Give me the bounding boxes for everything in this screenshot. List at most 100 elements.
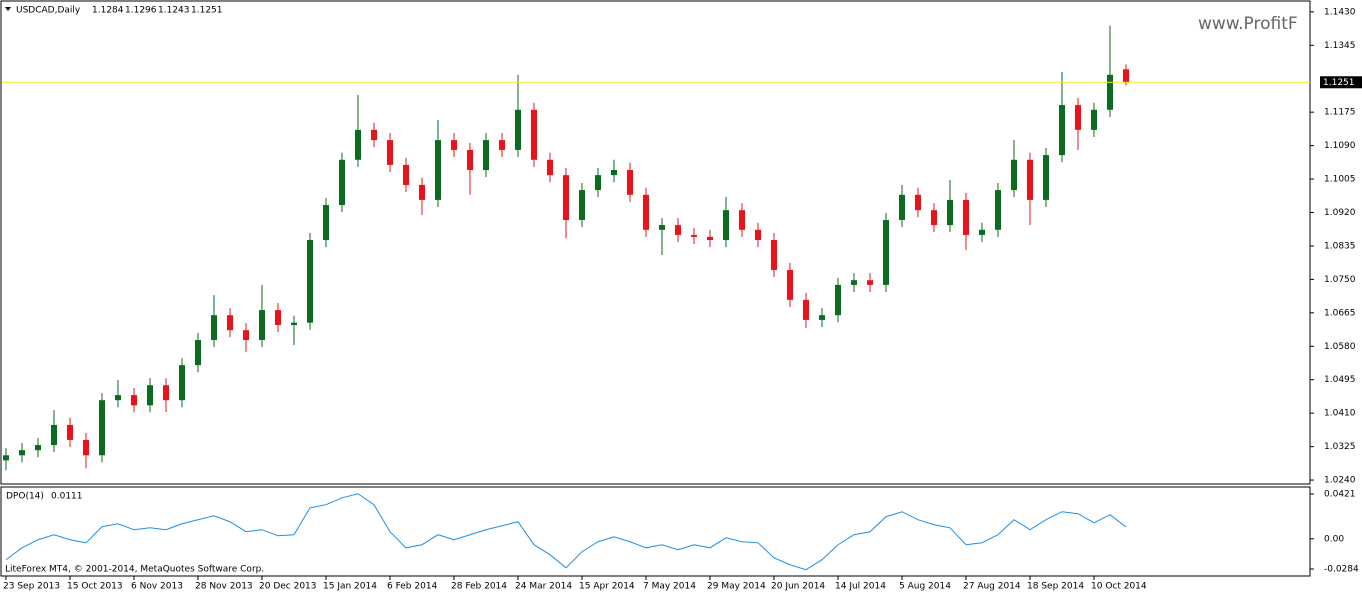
price-pane <box>0 0 1311 485</box>
candle-body <box>515 109 521 150</box>
candle-body <box>243 330 249 340</box>
y-tick-label: 0.0421 <box>1324 489 1356 499</box>
ohlc-close: 1.1251 <box>191 6 223 16</box>
y-tick-label: 1.0920 <box>1324 208 1356 218</box>
x-tick-label: 5 Aug 2014 <box>899 582 951 592</box>
candle-body <box>323 205 329 241</box>
y-tick-label: -0.0284 <box>1324 564 1359 574</box>
candle-body <box>1027 159 1033 200</box>
symbol-title: USDCAD,Daily <box>16 6 81 16</box>
candle-body <box>915 194 921 211</box>
candle-body <box>131 395 137 406</box>
x-tick-label: 20 Jun 2014 <box>771 582 825 592</box>
x-tick-label: 15 Jan 2014 <box>323 582 377 592</box>
x-tick-label: 7 May 2014 <box>643 582 696 592</box>
x-tick-label: 20 Dec 2013 <box>259 582 317 592</box>
candle-body <box>659 225 665 230</box>
candle-body <box>195 339 201 366</box>
candle-body <box>291 322 297 326</box>
candle-body <box>403 164 409 185</box>
y-tick-label: 1.1005 <box>1324 175 1356 185</box>
candle-body <box>563 175 569 220</box>
candle-body <box>467 149 473 171</box>
candle-body <box>627 170 633 195</box>
x-tick-label: 28 Feb 2014 <box>451 582 507 592</box>
dpo-line <box>5 493 1127 571</box>
candle-body <box>707 236 713 241</box>
y-tick-label: 0.00 <box>1324 534 1344 544</box>
candle-body <box>835 284 841 316</box>
candle-body <box>531 109 537 160</box>
candle-body <box>259 310 265 340</box>
candle-body <box>355 129 361 160</box>
y-tick-label: 1.0750 <box>1324 275 1356 285</box>
candle-body <box>1107 74 1113 110</box>
candle-body <box>19 450 25 456</box>
candle-body <box>675 225 681 235</box>
x-tick-label: 23 Sep 2013 <box>3 582 60 592</box>
candle-body <box>147 385 153 406</box>
candle-body <box>115 395 121 401</box>
candle-body <box>211 315 217 340</box>
pane-arrow <box>5 7 11 11</box>
candle-body <box>547 159 553 176</box>
y-tick-label: 1.0835 <box>1324 241 1356 251</box>
x-tick-label: 10 Oct 2014 <box>1091 582 1147 592</box>
candle-body <box>1059 105 1065 156</box>
y-tick-label: 1.0665 <box>1324 308 1356 318</box>
candle-body <box>595 175 601 191</box>
y-tick-label: 1.1345 <box>1324 41 1356 51</box>
candle-body <box>899 194 905 220</box>
x-tick-label: 28 Nov 2013 <box>195 582 253 592</box>
candle-body <box>371 129 377 141</box>
candle-body <box>723 210 729 241</box>
candle-body <box>979 229 985 235</box>
candle-body <box>339 159 345 206</box>
candle-body <box>787 269 793 300</box>
candle-body <box>819 315 825 320</box>
candle-body <box>1075 105 1081 130</box>
candle-body <box>451 140 457 150</box>
candle-body <box>51 424 57 446</box>
watermark: www.ProfitF <box>1198 14 1298 34</box>
x-tick-label: 15 Apr 2014 <box>579 582 635 592</box>
candle-body <box>803 299 809 320</box>
candle-body <box>579 190 585 220</box>
candle-body <box>611 170 617 176</box>
candle-body <box>867 280 873 285</box>
y-tick-label: 1.1090 <box>1324 141 1356 151</box>
y-tick-label: 1.1430 <box>1324 7 1356 17</box>
ohlc-high: 1.1296 <box>125 6 157 16</box>
candle-body <box>35 445 41 451</box>
y-tick-label: 1.1175 <box>1324 108 1356 118</box>
y-tick-label: 1.0410 <box>1324 409 1356 419</box>
current-price-box <box>1320 76 1362 89</box>
current-price-label: 1.1251 <box>1323 78 1355 88</box>
candle-body <box>67 424 73 440</box>
candle-body <box>307 240 313 323</box>
candle-body <box>227 315 233 331</box>
indicator-title: DPO(14) <box>6 492 44 502</box>
candle-body <box>851 280 857 285</box>
y-tick-label: 1.0580 <box>1324 342 1356 352</box>
y-tick-label: 1.0325 <box>1324 442 1356 452</box>
candle-body <box>947 199 953 226</box>
candle-body <box>275 310 281 326</box>
x-tick-label: 6 Feb 2014 <box>387 582 438 592</box>
candle-body <box>755 229 761 241</box>
candle-body <box>739 210 745 230</box>
x-tick-label: 14 Jul 2014 <box>835 582 886 592</box>
candle-body <box>387 140 393 165</box>
candle-body <box>963 199 969 235</box>
candle-body <box>499 140 505 150</box>
candle-body <box>643 194 649 230</box>
candle-body <box>1043 155 1049 200</box>
candle-body <box>435 140 441 200</box>
candle-body <box>483 140 489 171</box>
candle-body <box>883 219 889 285</box>
copyright: LiteForex MT4, © 2001-2014, MetaQuotes S… <box>5 565 264 575</box>
candle-body <box>771 240 777 270</box>
x-tick-label: 27 Aug 2014 <box>963 582 1021 592</box>
x-tick-label: 29 May 2014 <box>707 582 766 592</box>
